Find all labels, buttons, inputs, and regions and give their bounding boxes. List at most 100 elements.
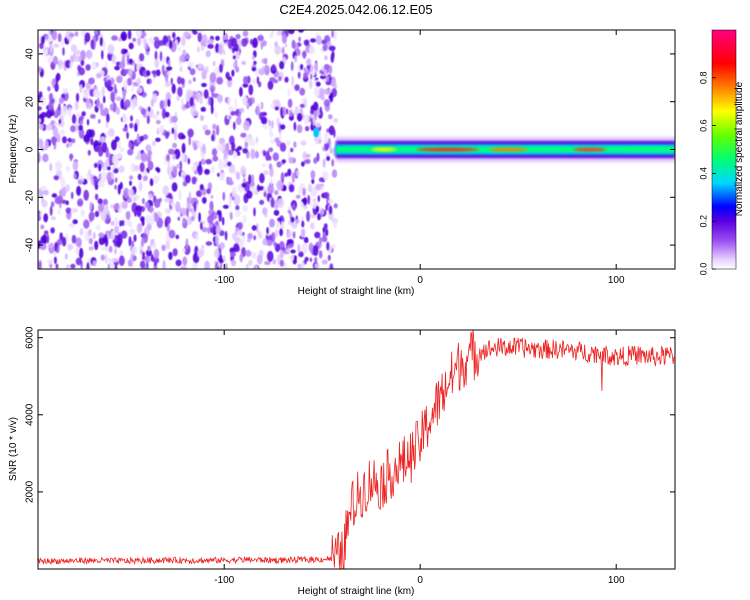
noise-speck: [159, 100, 165, 110]
noise-speck: [52, 55, 59, 65]
noise-speck: [68, 107, 72, 118]
noise-speck: [153, 175, 160, 184]
noise-speck: [68, 223, 74, 228]
noise-speck: [113, 83, 117, 93]
noise-speck: [315, 205, 320, 213]
noise-speck: [96, 97, 100, 109]
noise-speck: [181, 170, 186, 177]
noise-speck: [305, 126, 310, 132]
noise-speck: [72, 160, 79, 171]
noise-speck: [69, 61, 73, 69]
noise-speck: [120, 230, 128, 239]
noise-speck: [321, 259, 328, 265]
noise-speck: [301, 161, 305, 167]
noise-speck: [292, 231, 296, 239]
noise-speck: [195, 233, 199, 242]
y-tick-label: 20: [25, 96, 36, 108]
noise-speck: [178, 46, 181, 52]
noise-speck: [299, 63, 304, 71]
noise-speck: [286, 248, 291, 253]
noise-speck: [137, 86, 143, 94]
noise-speck: [271, 64, 276, 71]
noise-speck: [239, 86, 243, 97]
noise-speck: [277, 198, 284, 208]
noise-speck: [325, 204, 329, 211]
noise-speck: [110, 91, 115, 102]
noise-speck: [329, 147, 333, 154]
noise-speck: [295, 219, 300, 224]
noise-speck: [40, 185, 47, 191]
noise-speck: [302, 187, 307, 197]
noise-speck: [278, 132, 282, 141]
noise-speck: [320, 207, 325, 216]
noise-speck: [302, 151, 307, 160]
noise-speck: [70, 44, 78, 53]
noise-speck: [310, 73, 313, 80]
noise-speck: [57, 33, 62, 43]
noise-speck: [242, 148, 248, 154]
noise-speck: [288, 205, 292, 211]
noise-speck: [322, 158, 326, 168]
noise-speck: [187, 158, 191, 165]
noise-speck: [153, 36, 159, 41]
noise-speck: [290, 249, 296, 254]
noise-speck: [218, 172, 225, 181]
noise-speck: [70, 191, 74, 199]
noise-speck: [235, 33, 241, 40]
noise-speck: [153, 248, 160, 259]
noise-speck: [159, 51, 163, 61]
noise-speck: [255, 105, 259, 116]
noise-speck: [198, 212, 202, 223]
noise-speck: [274, 45, 282, 56]
noise-speck: [318, 177, 325, 183]
noise-speck: [315, 81, 321, 87]
noise-speck: [168, 251, 173, 261]
noise-speck: [156, 111, 160, 115]
noise-speck: [108, 128, 115, 137]
noise-speck: [38, 124, 44, 130]
heatmap-axis-ticks: -100 0 100 -40 -20 0 20 40: [25, 30, 675, 286]
noise-speck: [185, 238, 189, 250]
noise-speck: [145, 249, 152, 257]
noise-speck: [191, 207, 195, 216]
noise-speck: [97, 179, 105, 188]
noise-speck: [172, 153, 176, 160]
noise-speck: [111, 54, 117, 64]
noise-speck: [233, 121, 236, 130]
noise-speck: [200, 44, 205, 52]
noise-speck: [118, 255, 125, 267]
noise-speck: [126, 131, 129, 139]
noise-speck: [303, 67, 307, 73]
noise-speck: [123, 187, 130, 199]
noise-speck: [70, 263, 76, 269]
noise-speck: [151, 70, 158, 75]
noise-speck: [98, 163, 102, 172]
noise-speck: [312, 245, 319, 257]
noise-speck: [280, 249, 284, 259]
noise-speck: [300, 140, 307, 146]
noise-speck: [144, 255, 151, 264]
noise-speck: [80, 50, 86, 61]
x-tick-label: -100: [214, 275, 234, 286]
noise-speck: [38, 106, 42, 111]
noise-speck: [326, 155, 331, 162]
noise-speck: [323, 192, 330, 199]
noise-speck: [75, 257, 83, 266]
noise-speck: [120, 31, 128, 41]
noise-speck: [277, 217, 283, 222]
chart-title: C2E4.2025.042.06.12.E05: [279, 2, 432, 17]
noise-speck: [128, 236, 132, 247]
noise-speck: [85, 49, 93, 59]
noise-speck: [245, 263, 249, 269]
noise-speck: [154, 50, 158, 61]
noise-speck: [189, 68, 196, 76]
noise-speck: [60, 176, 66, 188]
noise-speck: [177, 86, 183, 98]
noise-speck: [234, 200, 238, 206]
noise-speck: [153, 212, 158, 219]
noise-speck: [100, 210, 107, 222]
noise-speck: [97, 198, 103, 205]
noise-speck: [42, 234, 48, 245]
noise-speck: [227, 96, 230, 106]
noise-speck: [180, 77, 185, 85]
